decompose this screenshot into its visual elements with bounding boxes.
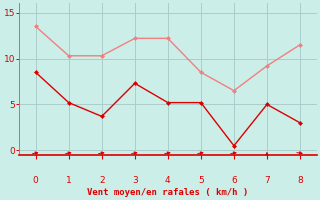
X-axis label: Vent moyen/en rafales ( km/h ): Vent moyen/en rafales ( km/h ) <box>87 188 248 197</box>
